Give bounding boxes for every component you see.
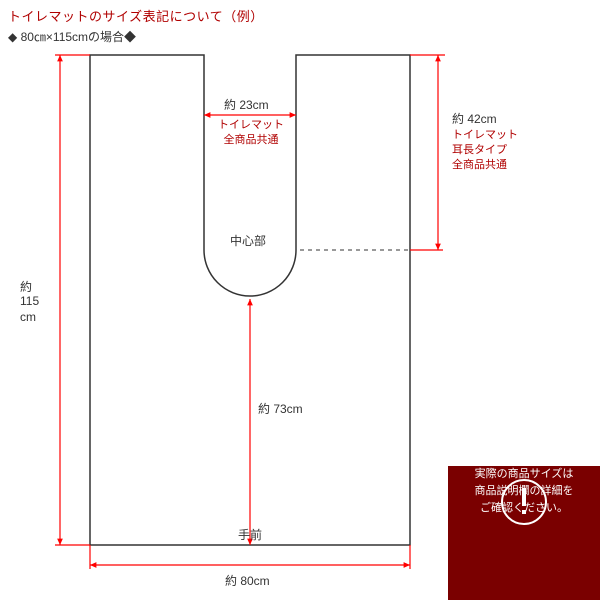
height-label-line3: cm [20, 310, 36, 324]
size-notice-box: 実際の商品サイズは 商品説明欄の詳細を ご確認ください。 [448, 466, 600, 600]
ear-note: トイレマット 耳長タイプ 全商品共通 [452, 128, 518, 173]
cutout-width-label: 約 23cm [224, 96, 269, 113]
ear-note-l1: トイレマット [452, 129, 518, 141]
cutout-note: トイレマット 全商品共通 [218, 118, 284, 148]
cutout-note-l1: トイレマット [218, 119, 284, 131]
depth-label: 約 73cm [258, 400, 303, 417]
height-label-line1: 約 [20, 278, 32, 295]
cutout-note-l2: 全商品共通 [224, 134, 279, 146]
ear-note-l3: 全商品共通 [452, 159, 507, 171]
height-label-line2: 115 [20, 294, 39, 308]
ear-note-l2: 耳長タイプ [452, 144, 507, 156]
ear-length-label: 約 42cm [452, 110, 497, 127]
warning-icon [448, 466, 600, 530]
width-label: 約 80cm [225, 572, 270, 589]
center-label: 中心部 [230, 232, 266, 249]
front-label: 手前 [238, 526, 262, 543]
